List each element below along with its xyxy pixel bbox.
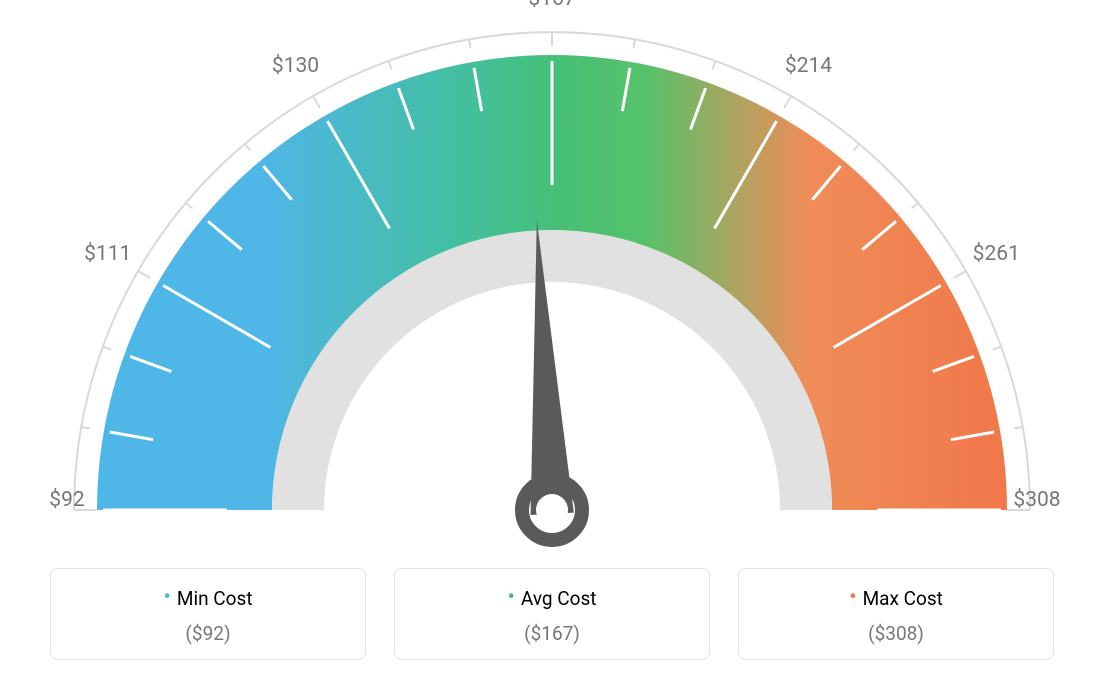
dot-icon: • [163,585,170,610]
gauge-tick-label: $167 [528,0,575,11]
legend-max-value: ($308) [747,622,1045,645]
cost-gauge: $92 $111 $130 $167 $214 $261 $308 [0,0,1104,560]
gauge-tick-label: $261 [973,242,1020,266]
legend-avg-label: Avg Cost [521,587,597,610]
legend-max-label: Max Cost [863,587,943,610]
gauge-svg [0,0,1104,560]
legend-avg-title: • Avg Cost [403,585,701,610]
legend-min-title: • Min Cost [59,585,357,610]
dot-icon: • [849,585,856,610]
gauge-tick-label: $111 [84,242,131,266]
legend-card-avg: • Avg Cost ($167) [394,568,710,660]
legend-card-min: • Min Cost ($92) [50,568,366,660]
legend-min-value: ($92) [59,622,357,645]
gauge-tick-label: $130 [272,54,319,78]
gauge-tick-label: $92 [49,488,84,512]
legend-row: • Min Cost ($92) • Avg Cost ($167) • Max Co… [50,568,1054,660]
dot-icon: • [507,585,514,610]
legend-avg-value: ($167) [403,622,701,645]
legend-max-title: • Max Cost [747,585,1045,610]
gauge-tick-label: $308 [1013,488,1060,512]
legend-min-label: Min Cost [177,587,253,610]
gauge-tick-label: $214 [785,54,832,78]
legend-card-max: • Max Cost ($308) [738,568,1054,660]
